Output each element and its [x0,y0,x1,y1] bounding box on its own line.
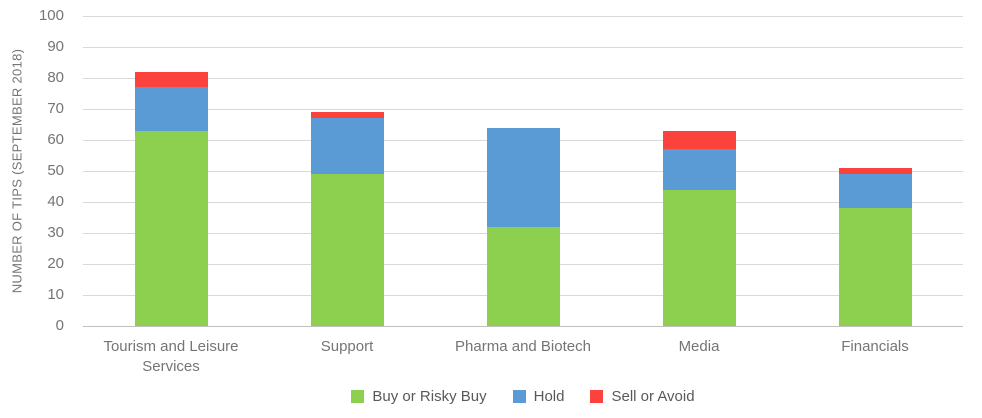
legend-item-hold: Hold [512,387,565,405]
legend-swatch [351,389,365,403]
x-axis-label: Pharma and Biotech [455,338,591,355]
bar-segment-buy-or-risky-buy [486,226,560,326]
bar-pharma-and-biotech [486,127,560,326]
legend-item-sell-or-avoid: Sell or Avoid [590,387,695,405]
x-axis-line [83,325,963,327]
bar-segment-hold [486,127,560,227]
bar-segment-hold [838,174,912,209]
legend-swatch [512,389,526,403]
gridline [83,15,963,17]
bar-segment-buy-or-risky-buy [662,189,736,326]
bar-segment-sell-or-avoid [310,112,384,119]
bar-segment-hold [134,87,208,131]
y-tick-label: 20 [47,255,64,272]
x-axis-label: Support [320,338,374,355]
y-tick-label: 30 [47,224,64,241]
y-tick-label: 40 [47,193,64,210]
legend-label: Buy or Risky Buy [372,387,487,405]
plot-area [83,15,963,327]
legend-item-buy-or-risky-buy: Buy or Risky Buy [351,387,487,405]
bar-segment-hold [662,149,736,190]
bar-segment-buy-or-risky-buy [838,208,912,326]
gridline [83,108,963,110]
legend-label: Sell or Avoid [611,387,695,405]
bar-segment-sell-or-avoid [662,130,736,150]
y-tick-label: 90 [47,38,64,55]
bar-support [310,112,384,326]
bar-segment-buy-or-risky-buy [310,174,384,326]
gridline [83,46,963,48]
gridline [83,77,963,79]
bar-media [662,130,736,326]
y-tick-label: 60 [47,131,64,148]
y-tick-label: 10 [47,286,64,303]
legend: Buy or Risky Buy Hold Sell or Avoid [83,384,963,408]
legend-label: Hold [533,387,565,405]
bar-segment-hold [310,118,384,175]
x-axis-label: Financials [841,338,909,355]
y-tick-label: 70 [47,100,64,117]
y-tick-label: 100 [38,7,64,24]
bar-segment-sell-or-avoid [134,71,208,88]
bar-segment-buy-or-risky-buy [134,130,208,326]
y-tick-label: 80 [47,69,64,86]
bar-segment-sell-or-avoid [838,167,912,175]
y-tick-label: 0 [55,317,64,334]
bar-financials [838,167,912,326]
bar-tourism-and-leisure-services [134,71,208,326]
x-axis-label: Tourism and Leisure Services [103,338,239,375]
x-axis-label: Media [678,338,720,355]
legend-swatch [590,389,604,403]
y-tick-label: 50 [47,162,64,179]
